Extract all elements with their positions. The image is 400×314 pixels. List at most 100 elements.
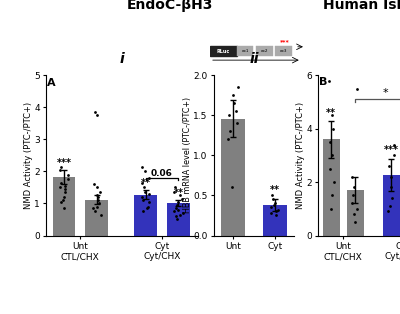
Text: ***: ***	[280, 39, 290, 44]
Point	[93, 113, 100, 118]
Point	[354, 86, 360, 91]
Point	[391, 142, 398, 147]
Point	[92, 209, 98, 214]
Point	[57, 199, 64, 204]
Point	[351, 185, 358, 190]
Bar	[167, 203, 190, 236]
Point	[139, 164, 146, 169]
Point	[96, 201, 102, 206]
Point	[350, 193, 356, 198]
Point	[269, 193, 275, 198]
Point	[227, 129, 233, 134]
Text: ex3: ex3	[280, 49, 287, 53]
Bar	[85, 200, 108, 236]
Text: **: **	[173, 188, 183, 198]
Point	[329, 153, 335, 158]
Point	[94, 193, 100, 198]
Point	[233, 109, 240, 114]
Text: **: **	[326, 107, 336, 117]
Point	[272, 201, 278, 206]
Point	[349, 201, 356, 206]
Point	[175, 207, 181, 212]
Point	[144, 206, 150, 211]
Point	[326, 78, 332, 83]
Point	[388, 174, 394, 179]
Point	[139, 195, 146, 200]
Y-axis label: NMD Activity (PTC-/PTC+): NMD Activity (PTC-/PTC+)	[296, 102, 305, 209]
Point	[95, 198, 102, 203]
Y-axis label: HBB mRNA level (PTC-/PTC+): HBB mRNA level (PTC-/PTC+)	[183, 97, 192, 214]
Point	[275, 207, 281, 212]
Bar	[221, 119, 244, 236]
Point	[387, 203, 393, 208]
Bar	[237, 46, 253, 57]
Point	[233, 121, 240, 126]
Text: Human Islets: Human Islets	[323, 0, 400, 13]
Point	[171, 209, 177, 214]
Point	[94, 195, 101, 200]
Point	[90, 206, 96, 211]
Point	[171, 190, 177, 195]
Point	[327, 139, 334, 144]
Point	[91, 182, 97, 187]
Point	[145, 204, 152, 209]
Point	[273, 209, 279, 214]
Point	[229, 93, 236, 98]
Point	[391, 153, 398, 158]
Text: **: **	[270, 185, 280, 195]
Bar	[323, 139, 340, 236]
Bar	[134, 194, 157, 236]
Point	[172, 185, 178, 190]
Point	[354, 206, 360, 211]
Point	[179, 196, 185, 201]
Bar	[52, 177, 76, 236]
Bar	[210, 46, 237, 57]
Point	[328, 113, 335, 118]
Point	[140, 209, 146, 214]
Text: A: A	[47, 78, 56, 88]
Bar	[264, 205, 287, 236]
Point	[94, 185, 100, 190]
Point	[352, 220, 359, 225]
Text: B: B	[319, 78, 327, 88]
Text: **: **	[141, 178, 151, 188]
Point	[228, 185, 235, 190]
Point	[56, 185, 63, 190]
Point	[96, 190, 103, 195]
Text: *: *	[383, 88, 388, 98]
Bar	[347, 190, 364, 236]
Text: ***: ***	[56, 158, 72, 168]
Point	[60, 198, 66, 203]
Point	[225, 137, 232, 142]
Point	[62, 187, 68, 192]
Bar	[275, 46, 292, 57]
Text: RLuc: RLuc	[217, 49, 230, 54]
Point	[385, 164, 392, 169]
Point	[94, 204, 100, 209]
Point	[58, 180, 64, 185]
Point	[272, 213, 279, 218]
Bar	[256, 46, 272, 57]
Point	[177, 193, 183, 198]
Point	[140, 185, 147, 190]
Point	[146, 175, 152, 180]
Y-axis label: NMD Activity (PTC-/PTC+): NMD Activity (PTC-/PTC+)	[24, 102, 33, 209]
Point	[98, 212, 104, 217]
Bar	[383, 176, 400, 236]
Point	[235, 85, 241, 90]
Point	[61, 195, 67, 200]
Point	[146, 199, 152, 204]
Point	[267, 205, 274, 210]
Point	[57, 167, 63, 172]
Point	[349, 174, 355, 179]
Point	[328, 193, 335, 198]
Point	[231, 101, 238, 106]
Point	[177, 212, 183, 217]
Point	[326, 166, 333, 171]
Text: ex2: ex2	[260, 49, 268, 53]
Point	[146, 191, 152, 196]
Point	[174, 217, 180, 222]
Point	[172, 206, 179, 211]
Point	[139, 180, 145, 185]
Text: ***: ***	[384, 145, 399, 155]
